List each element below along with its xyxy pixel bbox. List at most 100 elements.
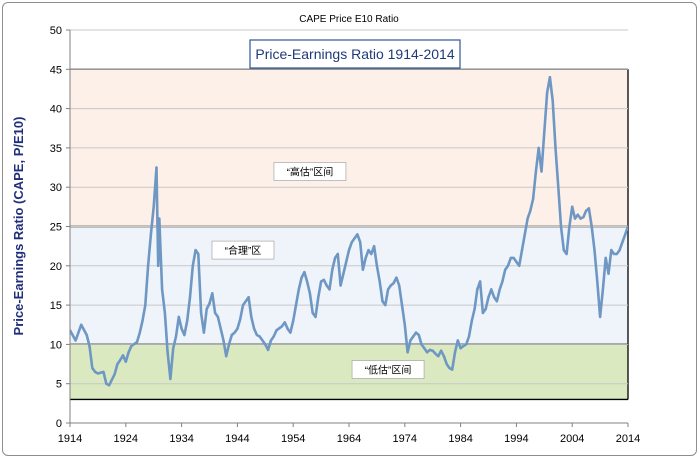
data-point	[93, 370, 97, 374]
data-point	[615, 252, 618, 256]
data-point	[166, 351, 169, 354]
data-point	[283, 321, 286, 324]
data-point	[157, 264, 160, 267]
data-point	[152, 205, 155, 208]
data-point	[88, 344, 91, 348]
data-point	[534, 170, 538, 173]
data-point	[442, 355, 446, 358]
y-tick-label-9: 45	[50, 64, 62, 76]
x-tick-label-2: 1934	[169, 433, 193, 445]
data-point	[163, 311, 167, 315]
data-point	[512, 256, 515, 260]
data-point	[172, 347, 175, 350]
data-point	[417, 333, 420, 337]
data-point	[85, 333, 88, 337]
data-point	[205, 307, 208, 311]
data-point	[518, 264, 521, 267]
data-point	[487, 296, 490, 299]
data-point	[121, 354, 125, 357]
band-label-box-2	[351, 360, 425, 379]
data-point	[239, 318, 242, 321]
inner-title: Price-Earnings Ratio 1914-2014	[255, 46, 454, 62]
y-tick-label-7: 35	[50, 143, 62, 155]
x-tick-label-8: 1994	[504, 433, 528, 445]
data-point	[319, 280, 323, 283]
data-point	[266, 348, 270, 352]
data-point	[423, 347, 426, 350]
data-point	[272, 335, 275, 338]
data-point	[375, 264, 379, 267]
data-point	[573, 217, 577, 220]
data-point	[353, 237, 356, 240]
data-point	[305, 280, 309, 283]
data-point	[252, 327, 256, 330]
inner-title-box	[249, 39, 461, 69]
data-point	[596, 280, 599, 283]
data-point	[462, 344, 465, 348]
data-point	[406, 351, 409, 354]
data-point	[506, 264, 510, 267]
data-point	[294, 303, 298, 307]
data-point	[490, 288, 493, 291]
data-point	[91, 366, 94, 370]
data-point	[520, 248, 524, 252]
data-point	[545, 91, 549, 95]
x-tick-label-1: 1924	[114, 433, 138, 445]
y-tick-label-0: 0	[56, 418, 62, 430]
data-point	[470, 319, 473, 322]
data-point	[370, 252, 373, 256]
data-point	[551, 99, 554, 102]
data-point	[325, 284, 328, 287]
data-point	[498, 288, 501, 291]
data-point	[169, 377, 172, 381]
x-tick-label-0: 1914	[58, 433, 82, 445]
data-point	[621, 241, 624, 244]
data-point	[610, 248, 613, 252]
chart-title: CAPE Price E10 Ratio	[299, 14, 399, 25]
band-label-0: “高估”区间	[287, 165, 334, 178]
data-point	[339, 284, 342, 287]
data-point	[579, 217, 582, 220]
data-point	[146, 264, 150, 267]
data-point	[183, 333, 186, 337]
data-point	[188, 296, 192, 299]
data-point	[437, 355, 440, 358]
data-point	[80, 323, 83, 326]
data-point	[568, 225, 571, 228]
x-tick-label-7: 1984	[448, 433, 472, 445]
data-point	[384, 303, 387, 307]
data-point	[227, 343, 231, 346]
data-point	[261, 339, 264, 342]
data-point	[364, 256, 367, 260]
data-point	[593, 248, 596, 252]
data-point	[74, 339, 77, 342]
data-point	[456, 339, 459, 342]
data-point	[269, 339, 273, 342]
x-tick-label-6: 1974	[393, 433, 417, 445]
data-point	[451, 368, 454, 371]
data-point	[420, 343, 423, 346]
data-point	[403, 323, 406, 326]
data-point	[130, 344, 133, 348]
data-point	[501, 280, 504, 283]
data-point	[540, 170, 543, 173]
data-point	[244, 300, 247, 303]
data-point	[219, 327, 222, 330]
data-point	[361, 268, 365, 271]
data-point	[191, 264, 194, 267]
data-point	[331, 268, 334, 271]
data-point	[504, 268, 507, 271]
data-point	[473, 307, 476, 311]
data-point	[342, 272, 345, 275]
data-point	[378, 280, 381, 283]
data-point	[96, 372, 100, 375]
data-point	[149, 233, 153, 236]
data-point	[459, 347, 462, 350]
data-point	[448, 366, 451, 370]
data-point	[584, 209, 588, 212]
data-point	[322, 278, 326, 282]
data-point	[495, 300, 499, 303]
data-point	[211, 292, 214, 295]
data-point	[258, 335, 261, 338]
band-label-1: “合理”区	[225, 244, 262, 257]
